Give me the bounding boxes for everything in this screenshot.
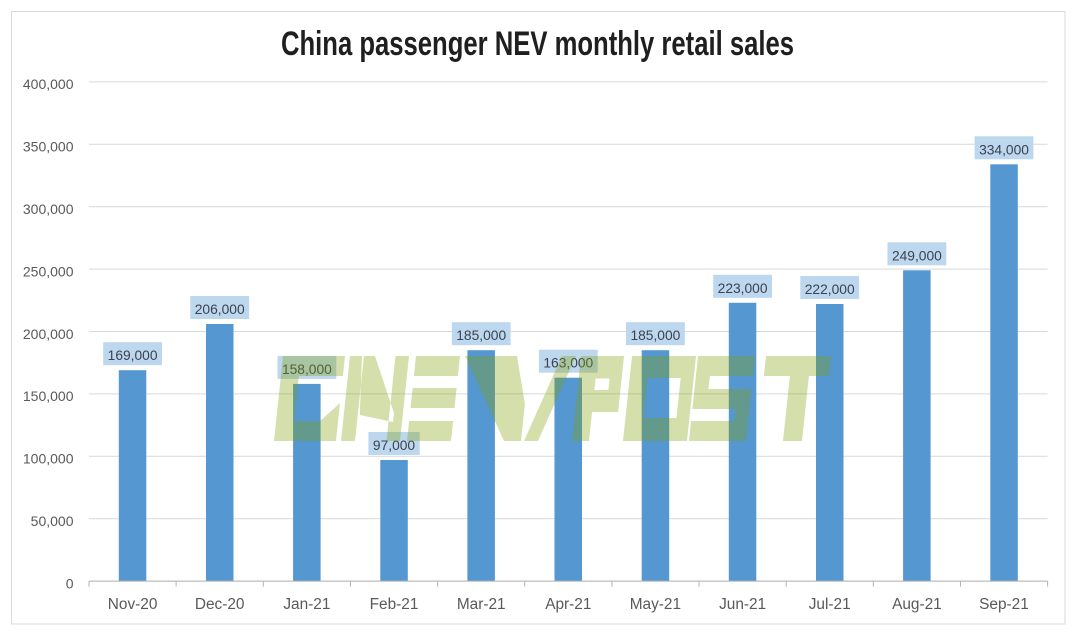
svg-text:May-21: May-21	[630, 596, 681, 613]
svg-text:0: 0	[66, 575, 74, 591]
svg-text:Mar-21: Mar-21	[457, 596, 506, 613]
svg-text:Feb-21: Feb-21	[370, 596, 419, 613]
svg-text:Jun-21: Jun-21	[719, 596, 766, 613]
svg-text:185,000: 185,000	[630, 328, 680, 343]
svg-text:100,000: 100,000	[23, 451, 74, 467]
svg-text:250,000: 250,000	[23, 263, 74, 279]
svg-text:97,000: 97,000	[373, 438, 416, 453]
svg-text:300,000: 300,000	[23, 201, 74, 217]
svg-text:163,000: 163,000	[543, 356, 593, 371]
svg-text:169,000: 169,000	[108, 348, 158, 363]
svg-text:222,000: 222,000	[805, 282, 855, 297]
svg-text:Aug-21: Aug-21	[892, 596, 942, 613]
svg-text:150,000: 150,000	[23, 388, 74, 404]
svg-text:Jan-21: Jan-21	[283, 596, 330, 613]
svg-text:Apr-21: Apr-21	[545, 596, 591, 613]
svg-text:Sep-21: Sep-21	[979, 596, 1029, 613]
svg-text:206,000: 206,000	[195, 302, 245, 317]
svg-text:223,000: 223,000	[718, 281, 768, 296]
svg-text:Dec-20: Dec-20	[195, 596, 245, 613]
svg-text:Nov-20: Nov-20	[108, 596, 158, 613]
svg-text:50,000: 50,000	[31, 513, 74, 529]
svg-text:China passenger NEV monthly re: China passenger NEV monthly retail sales	[281, 25, 794, 63]
svg-text:350,000: 350,000	[23, 139, 74, 155]
svg-text:185,000: 185,000	[456, 328, 506, 343]
svg-text:249,000: 249,000	[892, 248, 942, 263]
svg-text:200,000: 200,000	[23, 326, 74, 342]
svg-text:158,000: 158,000	[282, 362, 332, 377]
svg-text:400,000: 400,000	[23, 76, 74, 92]
svg-text:Jul-21: Jul-21	[809, 596, 851, 613]
svg-text:334,000: 334,000	[979, 142, 1029, 157]
